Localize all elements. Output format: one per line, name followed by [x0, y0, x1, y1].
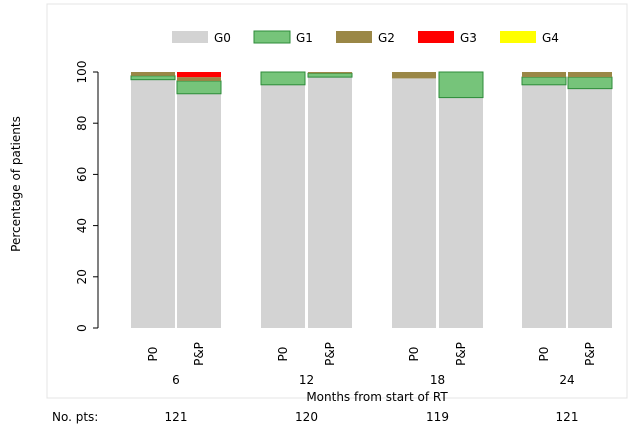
bar-6-p0-g2: [131, 72, 175, 76]
bar-12-p-p-g0: [308, 77, 352, 329]
y-tick-label-100: 100: [75, 61, 89, 84]
bar-18-p-p-g0: [439, 97, 483, 328]
n-row-label: No. pts:: [52, 410, 98, 424]
bar-24-p-p-g0: [568, 88, 612, 328]
bar-label-12-p0: P0: [276, 347, 290, 362]
bar-24-p-p-g1: [567, 76, 613, 90]
legend-label-g0: G0: [214, 31, 231, 45]
legend-swatch-g3: [418, 31, 454, 43]
bar-label-18-p-p: P&P: [454, 342, 468, 366]
n-value-18: 119: [426, 410, 449, 424]
x-group-labels: 6 12 18 24: [172, 373, 574, 387]
x-axis-label: Months from start of RT: [306, 390, 448, 404]
group-label-18: 18: [430, 373, 445, 387]
x-bar-labels: P0 P&P P0 P&P P0 P&P P0 P&P: [146, 342, 597, 366]
bar-18-p0-g2: [392, 72, 436, 79]
bar-6-p-p-g3: [177, 72, 221, 78]
bar-24-p0-g1: [521, 76, 567, 86]
bar-12-p0-g1: [260, 71, 306, 86]
legend-swatch-g2: [336, 31, 372, 43]
bar-24-p-p-g2: [568, 72, 612, 78]
bar-12-p0-g0: [261, 84, 305, 328]
bars: [130, 71, 613, 329]
y-axis-ticks: 0 20 40 60 80 100: [75, 61, 98, 332]
n-value-6: 121: [165, 410, 188, 424]
bar-6-p0-g0: [131, 79, 175, 329]
legend-swatch-g0: [172, 31, 208, 43]
bar-24-p0-g0: [522, 84, 566, 328]
bar-label-6-p-p: P&P: [192, 342, 206, 366]
legend-label-g2: G2: [378, 31, 395, 45]
bar-6-p-p-g1: [176, 80, 222, 95]
group-label-6: 6: [172, 373, 180, 387]
bar-6-p-p-g0: [177, 93, 221, 328]
bar-18-p-p-g1: [438, 71, 484, 99]
bar-12-p-p-g1: [307, 72, 353, 78]
y-tick-label-80: 80: [75, 116, 89, 131]
y-tick-label-40: 40: [75, 218, 89, 233]
bar-label-12-p-p: P&P: [323, 342, 337, 366]
bar-label-6-p0: P0: [146, 347, 160, 362]
legend-swatch-g1: [253, 30, 291, 44]
n-value-24: 121: [556, 410, 579, 424]
legend-label-g1: G1: [296, 31, 313, 45]
legend: G0 G1 G2 G3 G4: [172, 30, 559, 45]
bar-label-18-p0: P0: [407, 347, 421, 362]
n-value-12: 120: [295, 410, 318, 424]
y-axis-label: Percentage of patients: [9, 116, 23, 252]
n-values: 121 120 119 121: [165, 410, 579, 424]
bar-label-24-p0: P0: [537, 347, 551, 362]
group-label-24: 24: [559, 373, 574, 387]
bar-6-p0-g1: [130, 75, 176, 81]
bar-18-p0-g0: [392, 78, 436, 329]
bar-label-24-p-p: P&P: [583, 342, 597, 366]
y-tick-label-60: 60: [75, 167, 89, 182]
legend-label-g3: G3: [460, 31, 477, 45]
group-label-12: 12: [299, 373, 314, 387]
bar-6-p-p-g2: [177, 77, 221, 81]
y-tick-label-20: 20: [75, 269, 89, 284]
bar-24-p0-g2: [522, 72, 566, 78]
legend-swatch-g4: [500, 31, 536, 43]
bar-12-p-p-g2: [308, 72, 352, 74]
legend-label-g4: G4: [542, 31, 559, 45]
y-tick-label-0: 0: [75, 324, 89, 332]
